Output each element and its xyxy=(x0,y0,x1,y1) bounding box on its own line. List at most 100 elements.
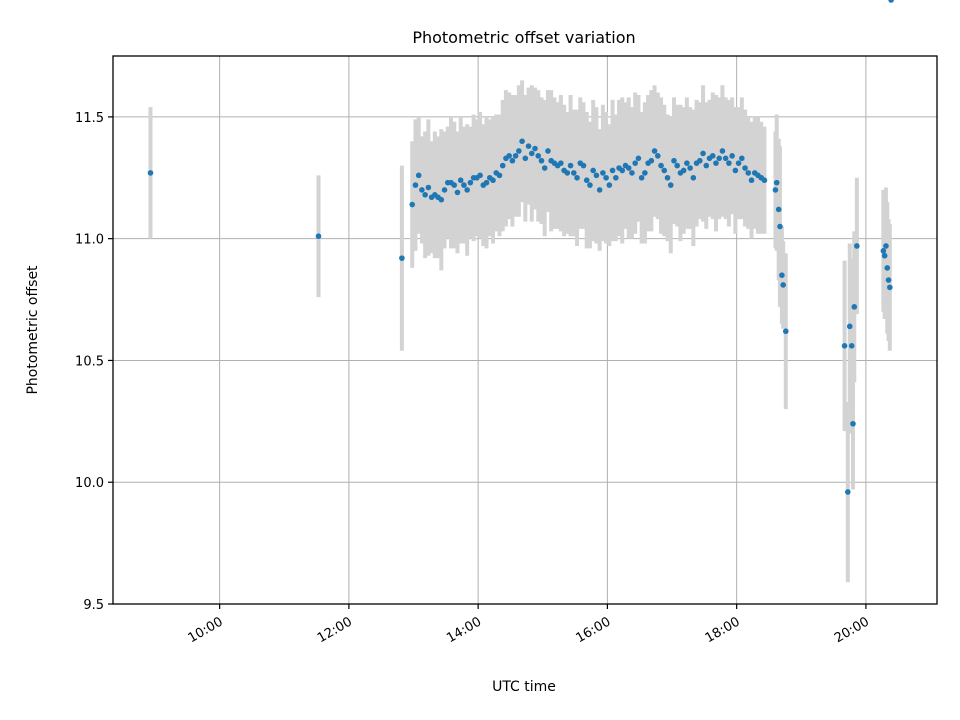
data-point xyxy=(590,167,596,174)
data-point xyxy=(558,160,564,166)
data-point xyxy=(528,150,535,157)
data-point xyxy=(147,170,154,176)
data-point xyxy=(697,157,703,164)
data-point xyxy=(519,138,525,145)
data-point xyxy=(779,272,785,279)
data-point xyxy=(538,157,545,164)
data-point xyxy=(412,182,419,188)
data-point xyxy=(425,184,432,191)
data-point xyxy=(713,160,719,166)
data-point xyxy=(625,165,632,171)
data-point xyxy=(854,243,860,249)
data-point xyxy=(606,182,613,188)
data-point xyxy=(596,187,603,193)
data-point xyxy=(441,187,448,193)
x-tick-label: 12:00 xyxy=(315,614,355,646)
data-point xyxy=(722,155,729,162)
data-point xyxy=(509,157,516,164)
data-point xyxy=(613,174,619,181)
data-point xyxy=(719,148,726,154)
y-tick-label: 9.5 xyxy=(83,598,104,613)
data-point xyxy=(883,243,889,249)
data-point xyxy=(490,177,496,184)
data-point xyxy=(454,189,461,196)
data-point xyxy=(680,167,687,174)
data-point xyxy=(638,174,645,181)
data-point xyxy=(593,172,600,179)
data-point xyxy=(496,172,503,179)
data-point xyxy=(742,165,748,171)
data-point xyxy=(661,167,668,174)
data-point xyxy=(726,160,732,166)
data-point xyxy=(716,155,723,162)
chart-title: Photometric offset variation xyxy=(412,28,635,47)
data-point xyxy=(632,160,638,166)
data-point xyxy=(700,150,706,157)
data-point xyxy=(512,153,519,159)
data-point xyxy=(761,177,768,184)
data-point xyxy=(745,170,752,176)
data-point xyxy=(609,167,616,174)
data-point xyxy=(655,153,661,159)
data-point xyxy=(583,177,590,184)
data-point xyxy=(422,192,428,198)
x-tick-label: 18:00 xyxy=(703,614,743,646)
data-point xyxy=(739,155,745,162)
data-point xyxy=(600,170,606,176)
data-point xyxy=(851,304,858,310)
data-point xyxy=(587,182,593,188)
data-point xyxy=(880,248,887,254)
data-point xyxy=(777,223,783,230)
data-point xyxy=(888,0,894,3)
data-point xyxy=(574,174,580,181)
y-tick-label: 10.0 xyxy=(75,476,104,491)
data-point xyxy=(881,252,888,259)
data-point xyxy=(438,196,445,203)
data-point xyxy=(651,148,658,154)
y-tick-label: 11.0 xyxy=(75,233,104,248)
data-point xyxy=(674,162,680,169)
data-point xyxy=(772,187,779,193)
data-point xyxy=(522,155,529,162)
data-point xyxy=(782,328,789,335)
data-point xyxy=(506,153,512,159)
data-point xyxy=(315,233,322,240)
data-point xyxy=(499,162,506,169)
data-point xyxy=(619,167,626,174)
data-point xyxy=(464,187,470,193)
data-point xyxy=(461,182,467,188)
data-point xyxy=(635,155,642,162)
data-point xyxy=(525,143,532,149)
data-point xyxy=(415,172,422,179)
data-point xyxy=(629,170,635,176)
data-point xyxy=(773,179,780,186)
data-point xyxy=(667,182,674,188)
data-point xyxy=(887,284,893,291)
data-point xyxy=(409,201,416,208)
data-point xyxy=(709,153,716,159)
data-point xyxy=(846,323,853,330)
data-point xyxy=(457,177,464,184)
data-point xyxy=(541,165,548,171)
plot-frame xyxy=(112,55,938,605)
data-point xyxy=(603,174,609,181)
data-point xyxy=(535,153,542,159)
data-point xyxy=(845,489,851,495)
x-tick-label: 16:00 xyxy=(573,614,613,646)
data-point xyxy=(684,160,690,166)
data-point xyxy=(477,172,483,179)
x-tick-label: 14:00 xyxy=(444,614,484,646)
data-point xyxy=(687,165,693,171)
data-point xyxy=(648,157,655,164)
data-point xyxy=(467,179,474,186)
data-point xyxy=(671,157,677,164)
data-point xyxy=(658,162,664,169)
data-point xyxy=(516,148,522,154)
data-point xyxy=(690,174,697,181)
data-point xyxy=(780,282,786,288)
data-point xyxy=(567,162,574,169)
x-tick-label: 20:00 xyxy=(832,614,872,646)
data-point xyxy=(732,167,739,174)
data-point xyxy=(664,174,671,181)
